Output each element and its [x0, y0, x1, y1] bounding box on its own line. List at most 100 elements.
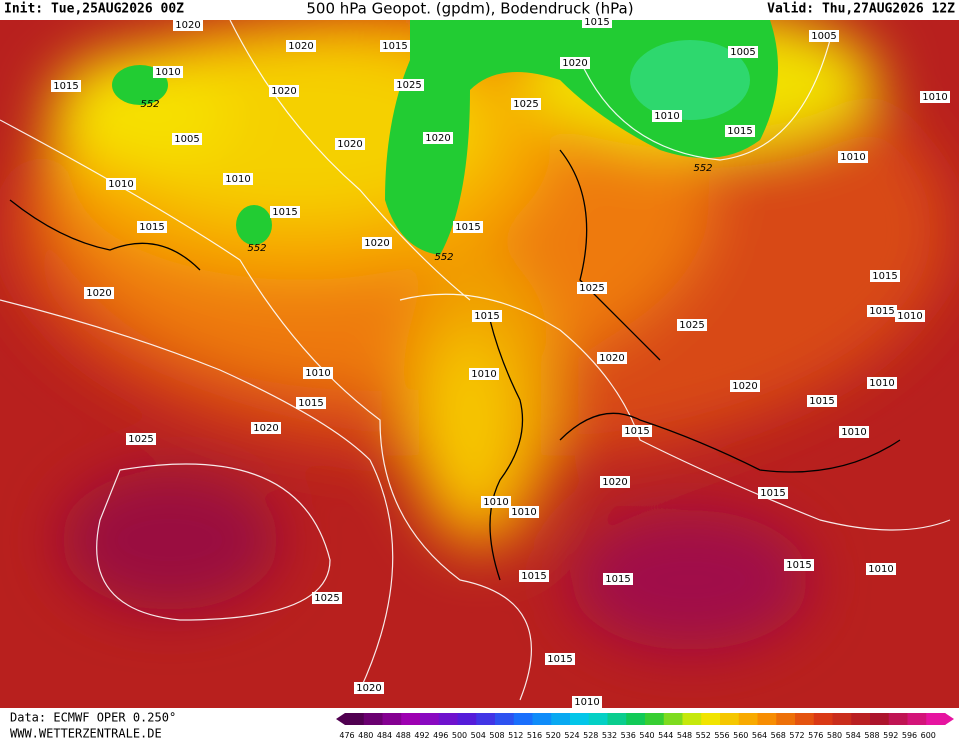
colorbar-swatch	[457, 713, 477, 725]
isobar-label: 1015	[521, 571, 546, 582]
isobar-label: 1010	[471, 369, 496, 380]
colorbar-label: 584	[846, 731, 861, 740]
isobar-label: 1015	[474, 311, 499, 322]
isobar-label: 1010	[869, 378, 894, 389]
colorbar-label: 552	[696, 731, 711, 740]
isobar-label: 1015	[872, 271, 897, 282]
colorbar-label: 568	[771, 731, 786, 740]
isobar-label-bg	[137, 221, 167, 233]
isobar-label-bg	[362, 237, 392, 249]
isobar-label-bg	[472, 310, 502, 322]
isobar-label-bg	[303, 367, 333, 379]
isobar-label: 1020	[732, 381, 757, 392]
isobar-label-bg	[270, 206, 300, 218]
colorbar-swatch	[513, 713, 533, 725]
isobar-label: 1010	[108, 179, 133, 190]
colorbar-swatch	[495, 713, 515, 725]
isobar-label: 1020	[86, 288, 111, 299]
colorbar-swatch	[438, 713, 458, 725]
colorbar-label: 540	[639, 731, 654, 740]
isobar-label: 1020	[288, 41, 313, 52]
isobar-label: 1015	[272, 207, 297, 218]
isobar-label: 1025	[513, 99, 538, 110]
isobar-label: 1010	[840, 152, 865, 163]
isobar-label-bg	[153, 66, 183, 78]
valid-time: Valid: Thu,27AUG2026 12Z	[767, 2, 955, 17]
colorbar-arrow	[945, 713, 954, 725]
contour-label: 552	[434, 252, 453, 263]
isobar-label-bg	[394, 79, 424, 91]
isobar-label: 1010	[897, 311, 922, 322]
colorbar-swatch	[645, 713, 665, 725]
isobar-label: 1010	[225, 174, 250, 185]
isobar-label: 1015	[382, 41, 407, 52]
isobar-label-bg	[354, 682, 384, 694]
isobar-label-bg	[560, 57, 590, 69]
colorbar-swatch	[551, 713, 571, 725]
isobar-label-bg	[582, 16, 612, 28]
colorbar-swatch	[345, 713, 365, 725]
colorbar-label: 596	[902, 731, 917, 740]
isobar-label-bg	[677, 319, 707, 331]
colorbar-label: 544	[658, 731, 673, 740]
colorbar-swatch	[776, 713, 796, 725]
colorbar-swatch	[401, 713, 421, 725]
isobar-label: 1020	[271, 86, 296, 97]
isobar-label: 1015	[584, 17, 609, 28]
colorbar-label: 480	[358, 731, 373, 740]
isobar-label: 1015	[809, 396, 834, 407]
isobar-label-bg	[223, 173, 253, 185]
isobar-label: 1005	[174, 134, 199, 145]
colorbar-swatch	[870, 713, 890, 725]
isobar-label: 1020	[364, 238, 389, 249]
colorbar-swatch	[907, 713, 927, 725]
isobar-label-bg	[511, 98, 541, 110]
isobar-label-bg	[251, 422, 281, 434]
isobar-label: 1015	[139, 222, 164, 233]
colorbar-swatch	[570, 713, 590, 725]
isobar-label-bg	[577, 282, 607, 294]
isobar-label: 1010	[868, 564, 893, 575]
isobar-label-bg	[312, 592, 342, 604]
isobar-label: 1025	[396, 80, 421, 91]
isobar-label: 1015	[760, 488, 785, 499]
isobar-label-bg	[173, 19, 203, 31]
isobar-label-bg	[423, 132, 453, 144]
isobar-label-bg	[600, 476, 630, 488]
colorbar-label: 504	[471, 731, 486, 740]
isobar-label-bg	[269, 85, 299, 97]
isobar-label: 1020	[425, 133, 450, 144]
isobar-label: 1010	[305, 368, 330, 379]
isobar-label-bg	[622, 425, 652, 437]
isobar-label: 1010	[511, 507, 536, 518]
isobar-label-bg	[296, 397, 326, 409]
contour-label: 552	[247, 243, 266, 254]
isobar-label-bg	[597, 352, 627, 364]
colorbar-swatch	[757, 713, 777, 725]
colorbar-label: 508	[489, 731, 504, 740]
isobar-label: 1015	[53, 81, 78, 92]
isobar-label: 1015	[786, 560, 811, 571]
isobar-label-bg	[126, 433, 156, 445]
isobar-label: 1005	[730, 47, 755, 58]
colorbar-swatch	[588, 713, 608, 725]
isobar-label: 1010	[922, 92, 947, 103]
isobar-label-bg	[866, 563, 896, 575]
isobar-label-bg	[603, 573, 633, 585]
isobar-label-bg	[380, 40, 410, 52]
colorbar-swatch	[926, 713, 946, 725]
colorbar-label: 564	[752, 731, 767, 740]
isobar-label: 1020	[253, 423, 278, 434]
colorbar-label: 592	[883, 731, 898, 740]
colorbar-swatch	[682, 713, 702, 725]
colorbar-label: 496	[433, 731, 448, 740]
colorbar-label: 512	[508, 731, 523, 740]
isobar-label: 1010	[841, 427, 866, 438]
isobar-label-bg	[84, 287, 114, 299]
colorbar-label: 500	[452, 731, 467, 740]
isobar-label-bg	[920, 91, 950, 103]
colorbar-label: 492	[414, 731, 429, 740]
colorbar-label: 524	[564, 731, 579, 740]
isobar-label: 1010	[483, 497, 508, 508]
colorbar-label: 572	[789, 731, 804, 740]
